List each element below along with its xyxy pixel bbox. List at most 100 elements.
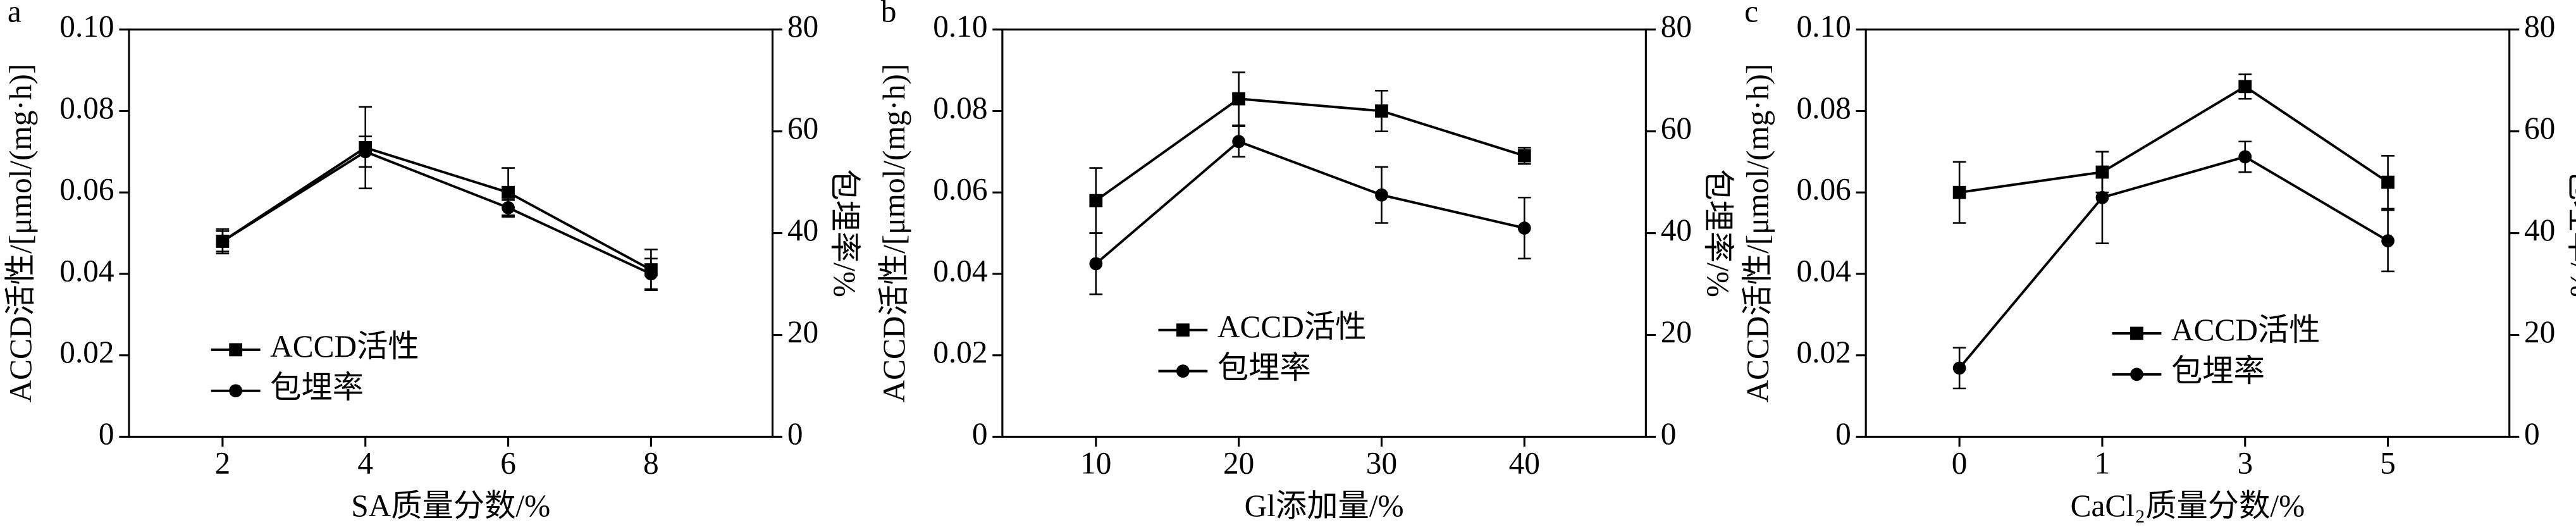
legend-label: 包埋率 xyxy=(1217,350,1311,385)
marker xyxy=(1517,149,1531,163)
marker xyxy=(1375,104,1388,118)
y-tick-label: 0.02 xyxy=(1797,335,1851,369)
x-tick-label: 1 xyxy=(2095,445,2111,480)
y2-tick-label: 40 xyxy=(2524,213,2555,247)
legend-marker xyxy=(229,343,243,357)
panel-label: c xyxy=(1744,0,1758,29)
series-line xyxy=(1958,155,2389,369)
marker xyxy=(1517,221,1531,235)
marker xyxy=(1089,257,1103,271)
y2-tick-label: 80 xyxy=(2524,9,2555,44)
y2-tick-label: 40 xyxy=(787,213,818,247)
marker xyxy=(1952,185,1966,199)
y-tick-label: 0.10 xyxy=(933,9,987,44)
x-tick-label: 6 xyxy=(500,445,516,480)
panel: c 0 0.02 0.04 0.06 0.08 0.10 0 20 40 60 80 0 1 3 5 CaCl₂… xyxy=(1740,0,2576,523)
marker xyxy=(1232,135,1246,149)
y2-axis-label: 包埋率/% xyxy=(827,169,862,297)
x-tick-label: 5 xyxy=(2380,445,2396,480)
y-axis-label: ACCD活性/[μmol/(mg·h)] xyxy=(1740,64,1775,403)
y-tick-label: 0.02 xyxy=(933,335,987,369)
legend-marker xyxy=(2130,326,2143,340)
y-tick-label: 0.04 xyxy=(933,253,987,288)
y2-axis-label: 包埋率/% xyxy=(1701,169,1735,297)
x-axis-label: Gl添加量/% xyxy=(1245,488,1404,523)
marker xyxy=(502,201,515,214)
x-tick-label: 3 xyxy=(2237,445,2253,480)
legend-label: ACCD活性 xyxy=(2171,312,2320,347)
y-tick-label: 0.02 xyxy=(59,335,114,369)
y2-tick-label: 20 xyxy=(1661,314,1692,349)
marker xyxy=(1952,361,1966,375)
y2-tick-label: 40 xyxy=(1661,213,1692,247)
y2-tick-label: 60 xyxy=(2524,111,2555,145)
y2-tick-label: 0 xyxy=(1661,416,1677,451)
x-tick-label: 40 xyxy=(1509,445,1540,480)
y-tick-label: 0.06 xyxy=(933,172,987,207)
x-axis-label: SA质量分数/% xyxy=(351,488,550,523)
panel: a 0 0.02 0.04 0.06 0.08 0.10 0 20 40 60 80 2 4 6 8 SA质量分… xyxy=(3,0,862,523)
x-tick-label: 8 xyxy=(643,445,659,480)
y-tick-label: 0.04 xyxy=(1797,253,1851,288)
y2-tick-label: 0 xyxy=(2524,416,2540,451)
series-line xyxy=(1095,97,1525,202)
marker xyxy=(2381,175,2394,189)
y-tick-label: 0.08 xyxy=(1797,90,1851,125)
series-line xyxy=(221,150,652,275)
marker xyxy=(2381,234,2394,248)
y-tick-label: 0.08 xyxy=(933,90,987,125)
legend-label: 包埋率 xyxy=(2171,354,2265,388)
marker xyxy=(216,235,230,248)
y-tick-label: 0.04 xyxy=(59,253,114,288)
y-tick-label: 0.10 xyxy=(59,9,114,44)
y2-tick-label: 0 xyxy=(787,416,803,451)
marker xyxy=(1232,92,1246,106)
plot-frame xyxy=(128,28,774,438)
marker xyxy=(2095,190,2109,204)
y-tick-label: 0 xyxy=(99,416,114,451)
y2-tick-label: 20 xyxy=(787,314,818,349)
y2-axis-label: 包埋率/% xyxy=(2564,169,2576,297)
y-axis-label: ACCD活性/[μmol/(mg·h)] xyxy=(3,64,38,403)
x-tick-label: 20 xyxy=(1223,445,1254,480)
y-tick-label: 0 xyxy=(972,416,988,451)
marker xyxy=(359,145,373,159)
y2-tick-label: 60 xyxy=(787,111,818,145)
x-tick-label: 4 xyxy=(357,445,373,480)
legend-marker xyxy=(1176,364,1190,378)
marker xyxy=(644,267,658,281)
series-line xyxy=(1959,85,2389,194)
panel: b 0 0.02 0.04 0.06 0.08 0.10 0 20 40 60 80 10 20 30 40 G… xyxy=(877,0,1735,523)
x-axis-label: CaCl₂质量分数/% xyxy=(2071,488,2305,523)
x-tick-label: 30 xyxy=(1366,445,1397,480)
legend-label: ACCD活性 xyxy=(270,329,419,364)
x-tick-label: 2 xyxy=(215,445,231,480)
legend-label: 包埋率 xyxy=(270,370,364,405)
y-tick-label: 0.08 xyxy=(59,90,114,125)
y-tick-label: 0 xyxy=(1835,416,1851,451)
legend-marker xyxy=(229,384,243,398)
y2-tick-label: 20 xyxy=(2524,314,2555,349)
marker xyxy=(1375,188,1388,202)
marker xyxy=(2238,150,2252,164)
y-tick-label: 0.06 xyxy=(1797,172,1851,207)
marker xyxy=(1089,194,1103,207)
legend-marker xyxy=(2130,368,2143,381)
y2-tick-label: 60 xyxy=(1661,111,1692,145)
legend-marker xyxy=(1176,323,1190,337)
panel-label: b xyxy=(881,0,897,29)
x-tick-label: 10 xyxy=(1080,445,1111,480)
y2-tick-label: 80 xyxy=(1661,9,1692,44)
series-line xyxy=(221,146,652,271)
y2-tick-label: 80 xyxy=(787,9,818,44)
marker xyxy=(502,185,515,199)
legend-label: ACCD活性 xyxy=(1217,309,1367,344)
y-tick-label: 0.06 xyxy=(59,172,114,207)
panel-label: a xyxy=(8,0,22,29)
series-line xyxy=(1095,140,1525,265)
